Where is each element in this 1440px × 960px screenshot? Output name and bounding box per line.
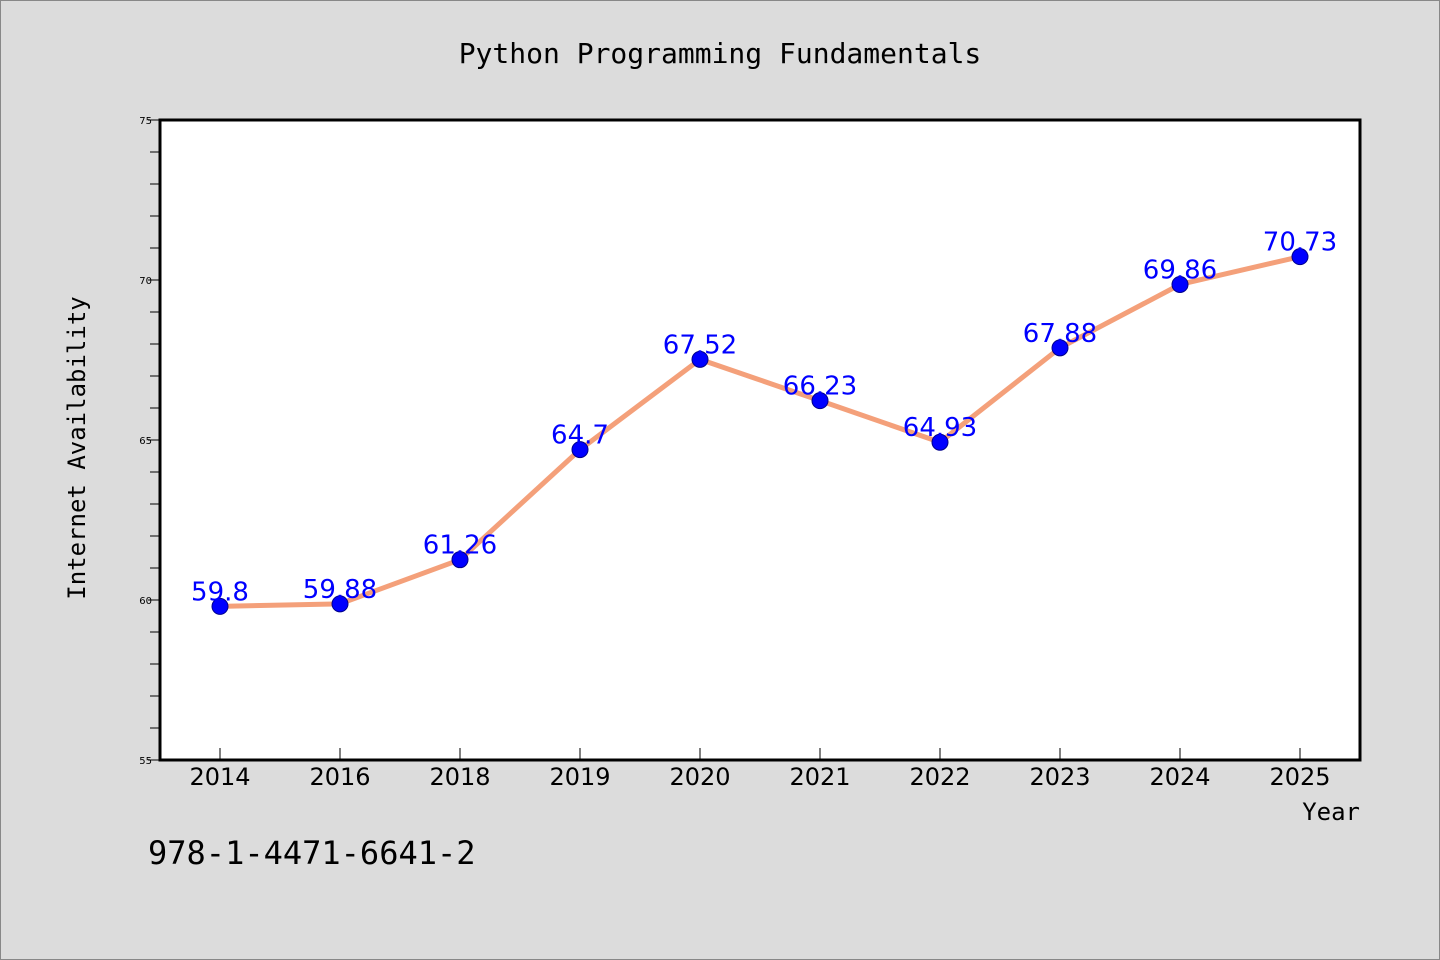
y-tick-label: 60 <box>139 596 152 607</box>
x-axis: 2014 2016 2018 2019 2020 2021 2022 2023 2024 2025 <box>189 748 1331 791</box>
x-tick-label: 2020 <box>669 763 730 791</box>
x-tick-label: 2019 <box>549 763 610 791</box>
y-tick-label: 70 <box>139 276 152 287</box>
plot-area <box>158 118 1362 762</box>
isbn-text: 978-1-4471-6641-2 <box>148 834 476 872</box>
data-labels: 59.8 59.88 61.26 64.7 67.52 66.23 64.93 67.88 69… <box>191 228 1337 608</box>
x-tick-label: 2022 <box>909 763 970 791</box>
data-label: 67.52 <box>663 330 737 360</box>
y-axis: 55 60 65 70 75 <box>139 116 160 767</box>
data-point <box>691 350 709 368</box>
data-label: 66.23 <box>783 372 857 402</box>
data-point <box>811 392 829 410</box>
x-tick-label: 2025 <box>1269 763 1330 791</box>
data-label: 64.7 <box>551 421 609 451</box>
x-tick-label: 2023 <box>1029 763 1090 791</box>
x-axis-label: Year <box>1302 798 1360 826</box>
x-tick-label: 2016 <box>309 763 370 791</box>
data-label: 59.8 <box>191 577 249 607</box>
data-point <box>571 441 589 459</box>
data-label: 67.88 <box>1023 319 1097 349</box>
series-markers <box>211 248 1309 615</box>
y-tick-label: 75 <box>139 116 152 127</box>
data-point <box>211 597 229 615</box>
y-axis-label: Internet Availability <box>63 296 91 599</box>
x-tick-label: 2014 <box>189 763 250 791</box>
data-point <box>1051 339 1069 357</box>
series-line <box>217 254 1303 609</box>
data-point <box>331 595 349 613</box>
data-point <box>1171 275 1189 293</box>
data-label: 61.26 <box>423 531 497 561</box>
data-point <box>931 433 949 451</box>
data-label: 70.73 <box>1263 228 1337 258</box>
x-tick-label: 2024 <box>1149 763 1210 791</box>
data-point <box>451 551 469 569</box>
y-tick-label: 55 <box>139 756 152 767</box>
data-label: 64.93 <box>903 413 977 443</box>
data-point <box>1291 248 1309 266</box>
x-tick-label: 2018 <box>429 763 490 791</box>
x-tick-label: 2021 <box>789 763 850 791</box>
data-label: 59.88 <box>303 575 377 605</box>
data-label: 69.86 <box>1143 255 1217 285</box>
y-tick-label: 65 <box>139 436 152 447</box>
chart-title: Python Programming Fundamentals <box>459 37 982 70</box>
